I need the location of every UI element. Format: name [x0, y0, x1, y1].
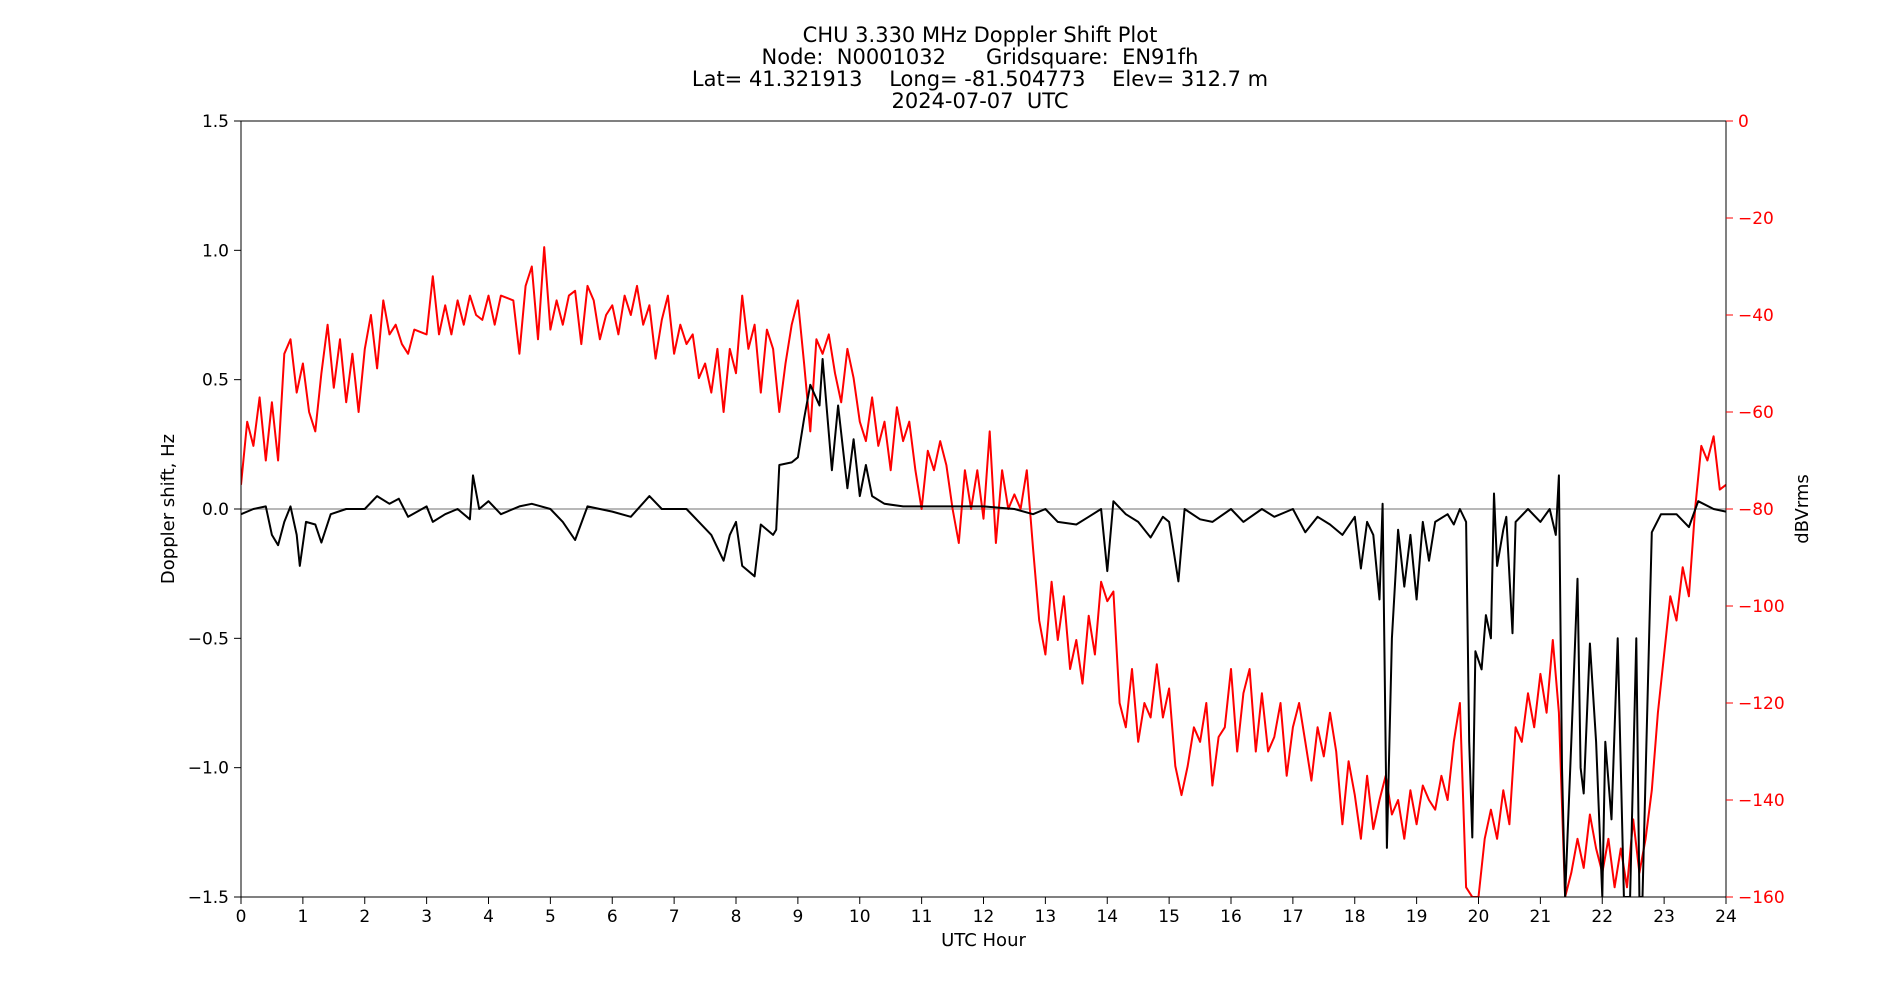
x-tick-label: 9 [792, 907, 803, 927]
x-tick-label: 18 [1344, 907, 1366, 927]
y-tick-label: −1.0 [188, 759, 229, 779]
title-line-1: CHU 3.330 MHz Doppler Shift Plot [803, 23, 1158, 47]
y-tick-label: 1.0 [202, 241, 229, 261]
x-tick-label: 22 [1591, 907, 1613, 927]
x-tick-label: 8 [731, 907, 742, 927]
power-series-line [241, 246, 1726, 897]
x-tick-label: 23 [1653, 907, 1675, 927]
y-tick-label: 0.0 [202, 500, 229, 520]
y-tick-label: −0.5 [188, 629, 229, 649]
title-line-4: 2024-07-07 UTC [891, 89, 1068, 113]
y2-axis-label: dBVrms [1792, 474, 1813, 544]
x-tick-label: 6 [607, 907, 618, 927]
chart-title: CHU 3.330 MHz Doppler Shift Plot Node: N… [692, 23, 1268, 113]
x-tick-label: 20 [1468, 907, 1490, 927]
title-line-2: Node: N0001032 Gridsquare: EN91fh [762, 45, 1199, 69]
x-tick-label: 24 [1715, 907, 1737, 927]
y2-tick-label: −160 [1738, 888, 1785, 908]
title-line-3: Lat= 41.321913 Long= -81.504773 Elev= 31… [692, 67, 1268, 91]
x-tick-label: 7 [669, 907, 680, 927]
y2-tick-label: −120 [1738, 694, 1785, 714]
y-tick-label: −1.5 [188, 888, 229, 908]
plot-area [240, 120, 1727, 898]
x-tick-label: 1 [297, 907, 308, 927]
y-tick-label: 0.5 [202, 371, 229, 391]
x-tick-label: 16 [1220, 907, 1242, 927]
x-tick-label: 13 [1035, 907, 1057, 927]
y-axis-right: 0 −20 −40 −60 −80 −100 −120 −140 −160 [1726, 112, 1785, 908]
series-layer [241, 246, 1726, 897]
y-tick-label: 1.5 [202, 112, 229, 132]
x-tick-label: 19 [1406, 907, 1428, 927]
x-tick-label: 12 [973, 907, 995, 927]
x-tick-label: 10 [849, 907, 871, 927]
y-axis-label: Doppler shift, Hz [158, 434, 179, 584]
x-axis-label: UTC Hour [941, 930, 1026, 951]
x-tick-label: 4 [483, 907, 494, 927]
y2-tick-label: −80 [1738, 500, 1774, 520]
y-axis-left: 1.5 1.0 0.5 0.0 −0.5 −1.0 −1.5 [188, 112, 241, 908]
x-tick-label: 17 [1282, 907, 1304, 927]
y2-tick-label: −20 [1738, 209, 1774, 229]
x-tick-label: 3 [421, 907, 432, 927]
y2-tick-label: −60 [1738, 403, 1774, 423]
x-tick-label: 5 [545, 907, 556, 927]
x-tick-label: 0 [236, 907, 247, 927]
y2-tick-label: −140 [1738, 791, 1785, 811]
doppler-series-line [241, 358, 1726, 897]
x-tick-label: 2 [359, 907, 370, 927]
x-tick-label: 11 [911, 907, 933, 927]
x-axis: 0 1 2 3 4 5 6 7 8 9 10 11 12 13 14 15 16 17 18 19 20 21 22 23 24 [236, 897, 1737, 927]
x-tick-label: 14 [1096, 907, 1118, 927]
y2-tick-label: −40 [1738, 306, 1774, 326]
x-tick-label: 21 [1530, 907, 1552, 927]
y2-tick-label: −100 [1738, 597, 1785, 617]
x-tick-label: 15 [1158, 907, 1180, 927]
y2-tick-label: 0 [1738, 112, 1749, 132]
